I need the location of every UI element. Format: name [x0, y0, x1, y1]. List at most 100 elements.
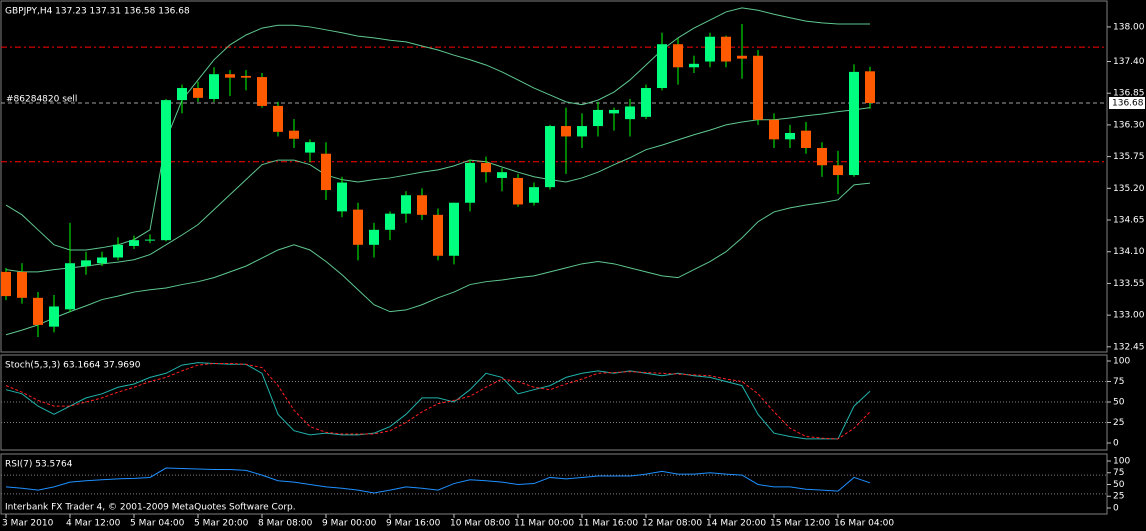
candle-body [17, 271, 27, 298]
x-tick-label: 9 Mar 00:00 [322, 519, 377, 529]
candle-body [337, 182, 347, 212]
indicator-line [5, 182, 871, 336]
candle-body [577, 126, 587, 137]
x-tick-label: 10 Mar 08:00 [450, 519, 510, 529]
y-tick-label: 75 [1113, 377, 1124, 387]
y-tick-label: 134.10 [1113, 247, 1145, 257]
candle-body [673, 44, 683, 68]
candle-body [689, 63, 699, 68]
y-tick-label: 134.65 [1113, 216, 1145, 226]
y-tick-label: 0 [1113, 439, 1119, 449]
candle-body [321, 153, 331, 191]
candle-body [817, 147, 827, 166]
candle-body [801, 130, 811, 148]
candle-body [241, 75, 251, 78]
candle-body [33, 297, 43, 325]
candle-body [513, 177, 523, 205]
candle-body [849, 71, 859, 176]
candle-body [641, 88, 651, 117]
candle-body [769, 119, 779, 140]
order-label: #86284820 sell [6, 95, 77, 105]
candle-body [49, 306, 59, 327]
candle-body [481, 162, 491, 173]
candle-body [785, 132, 795, 140]
candle-body [657, 44, 667, 89]
candle-body [433, 214, 443, 256]
candle-body [593, 109, 603, 127]
x-tick-label: 3 Mar 2010 [2, 519, 54, 529]
candle-body [465, 162, 475, 203]
indicator-line [5, 362, 871, 440]
candle-body [257, 77, 267, 106]
candle-body [113, 244, 123, 258]
indicator-line [5, 362, 871, 440]
y-tick-label: 0 [1113, 503, 1119, 513]
footer: Interbank FX Trader 4, © 2001-2009 MetaQ… [5, 503, 296, 513]
candle-body [833, 165, 843, 176]
x-tick-label: 4 Mar 12:00 [66, 519, 121, 529]
candle-body [161, 100, 171, 241]
candle-body [225, 74, 235, 78]
candle-body [561, 126, 571, 137]
candle-body [305, 142, 315, 153]
y-tick-label: 136.85 [1113, 89, 1145, 99]
y-tick-label: 25 [1113, 418, 1124, 428]
candle-body [529, 187, 539, 203]
candle-body [369, 229, 379, 245]
price-box [1109, 97, 1145, 110]
x-tick-label: 11 Mar 16:00 [578, 519, 638, 529]
y-tick-label: 50 [1113, 480, 1125, 490]
candle-body [289, 130, 299, 139]
x-tick-label: 15 Mar 12:00 [770, 519, 830, 529]
indicator-line [5, 7, 870, 251]
y-tick-label: 100 [1113, 356, 1130, 366]
x-tick-label: 9 Mar 16:00 [386, 519, 441, 529]
candle-body [353, 209, 363, 245]
candle-body [417, 195, 427, 215]
candle-body [273, 105, 283, 132]
candle-body [177, 88, 187, 101]
y-tick-label: 75 [1113, 468, 1124, 478]
x-tick-label: 14 Mar 20:00 [706, 519, 766, 529]
y-tick-label: 136.30 [1113, 120, 1145, 130]
candle-body [401, 195, 411, 214]
candle-body [129, 240, 139, 246]
candle-body [209, 74, 219, 99]
candle-body [865, 71, 875, 104]
indicator-line [5, 107, 871, 273]
candle-body [81, 260, 91, 267]
y-tick-label: 137.40 [1113, 57, 1145, 67]
y-tick-label: 100 [1113, 457, 1130, 467]
candle-body [609, 109, 619, 114]
y-tick-label: 133.55 [1113, 279, 1145, 289]
candle-body [737, 55, 747, 59]
candle-body [145, 239, 155, 241]
candle-body [385, 213, 395, 230]
candle-body [705, 36, 715, 62]
x-tick-label: 12 Mar 08:00 [642, 519, 702, 529]
x-tick-label: 8 Mar 08:00 [258, 519, 313, 529]
candle-body [753, 55, 763, 120]
x-tick-label: 5 Mar 04:00 [130, 519, 185, 529]
panel-title: GBPJPY,H4 137.23 137.31 136.58 136.68 [5, 7, 190, 17]
candle-body [1, 271, 11, 297]
x-tick-label: 5 Mar 20:00 [194, 519, 249, 529]
x-tick-label: 11 Mar 00:00 [514, 519, 574, 529]
candle-body [721, 36, 731, 62]
indicator-line [5, 467, 871, 494]
candle-body [497, 172, 507, 178]
candle-body [545, 126, 555, 188]
candle-body [97, 257, 107, 264]
y-tick-label: 132.45 [1113, 342, 1145, 352]
y-tick-label: 50 [1113, 398, 1125, 408]
y-tick-label: 133.00 [1113, 311, 1145, 321]
candle-body [449, 202, 459, 256]
candle-body [65, 263, 75, 310]
y-tick-label: 25 [1113, 492, 1124, 502]
panel-title: Stoch(5,3,3) 63.1664 37.9690 [5, 361, 141, 371]
candle-body [625, 106, 635, 120]
candle-body [193, 88, 203, 98]
